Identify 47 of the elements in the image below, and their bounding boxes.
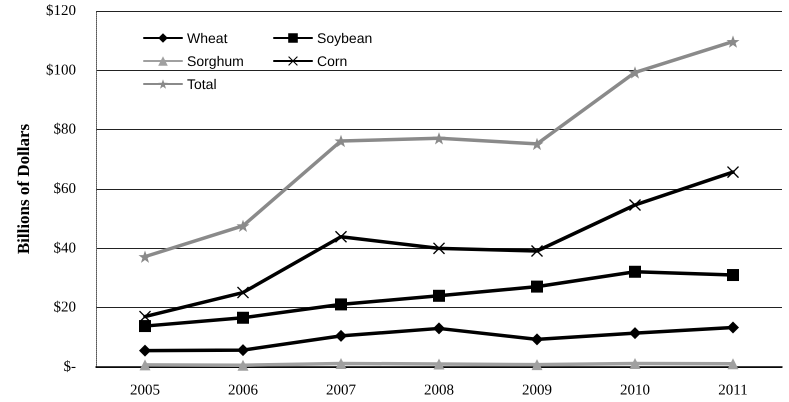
point bbox=[629, 327, 641, 340]
point bbox=[432, 132, 446, 144]
point bbox=[433, 290, 445, 302]
point bbox=[140, 359, 150, 370]
point bbox=[336, 358, 346, 369]
point bbox=[237, 312, 249, 324]
point bbox=[532, 359, 542, 370]
x-tick-label: 2005 bbox=[130, 382, 160, 398]
legend-label: Corn bbox=[317, 53, 348, 69]
point bbox=[139, 344, 151, 357]
point bbox=[237, 344, 249, 356]
point bbox=[238, 360, 248, 371]
y-axis-title: Billions of Dollars bbox=[14, 123, 33, 254]
point bbox=[630, 358, 640, 369]
point bbox=[433, 322, 445, 334]
y-tick-label: $120 bbox=[46, 3, 76, 19]
legend-label: Wheat bbox=[187, 30, 228, 46]
point bbox=[335, 330, 347, 342]
legend-label: Soybean bbox=[317, 30, 372, 46]
point bbox=[629, 266, 641, 278]
x-tick-label: 2006 bbox=[228, 382, 258, 398]
point bbox=[727, 322, 739, 334]
point bbox=[727, 269, 739, 282]
point bbox=[727, 166, 739, 178]
x-tick-label: 2011 bbox=[718, 382, 748, 398]
x-tick-label: 2010 bbox=[620, 382, 650, 398]
point bbox=[726, 35, 740, 48]
legend-label: Sorghum bbox=[187, 53, 244, 69]
point bbox=[434, 358, 444, 370]
point bbox=[531, 333, 543, 346]
y-tick-label: $- bbox=[64, 359, 76, 375]
x-tick-label: 2008 bbox=[424, 382, 454, 398]
y-tick-label: $20 bbox=[54, 300, 76, 316]
point bbox=[433, 242, 445, 254]
y-tick-label: $60 bbox=[54, 181, 76, 197]
x-tick-label: 2009 bbox=[522, 382, 552, 398]
y-tick-label: $80 bbox=[54, 122, 76, 138]
point bbox=[335, 230, 347, 243]
y-tick-label: $40 bbox=[54, 240, 76, 256]
point bbox=[531, 280, 543, 293]
point bbox=[728, 358, 738, 370]
point bbox=[335, 298, 347, 310]
point bbox=[236, 220, 250, 232]
x-tick-label: 2007 bbox=[326, 382, 356, 398]
legend-label: Total bbox=[187, 76, 217, 92]
point bbox=[139, 320, 151, 332]
y-tick-label: $100 bbox=[46, 62, 76, 78]
